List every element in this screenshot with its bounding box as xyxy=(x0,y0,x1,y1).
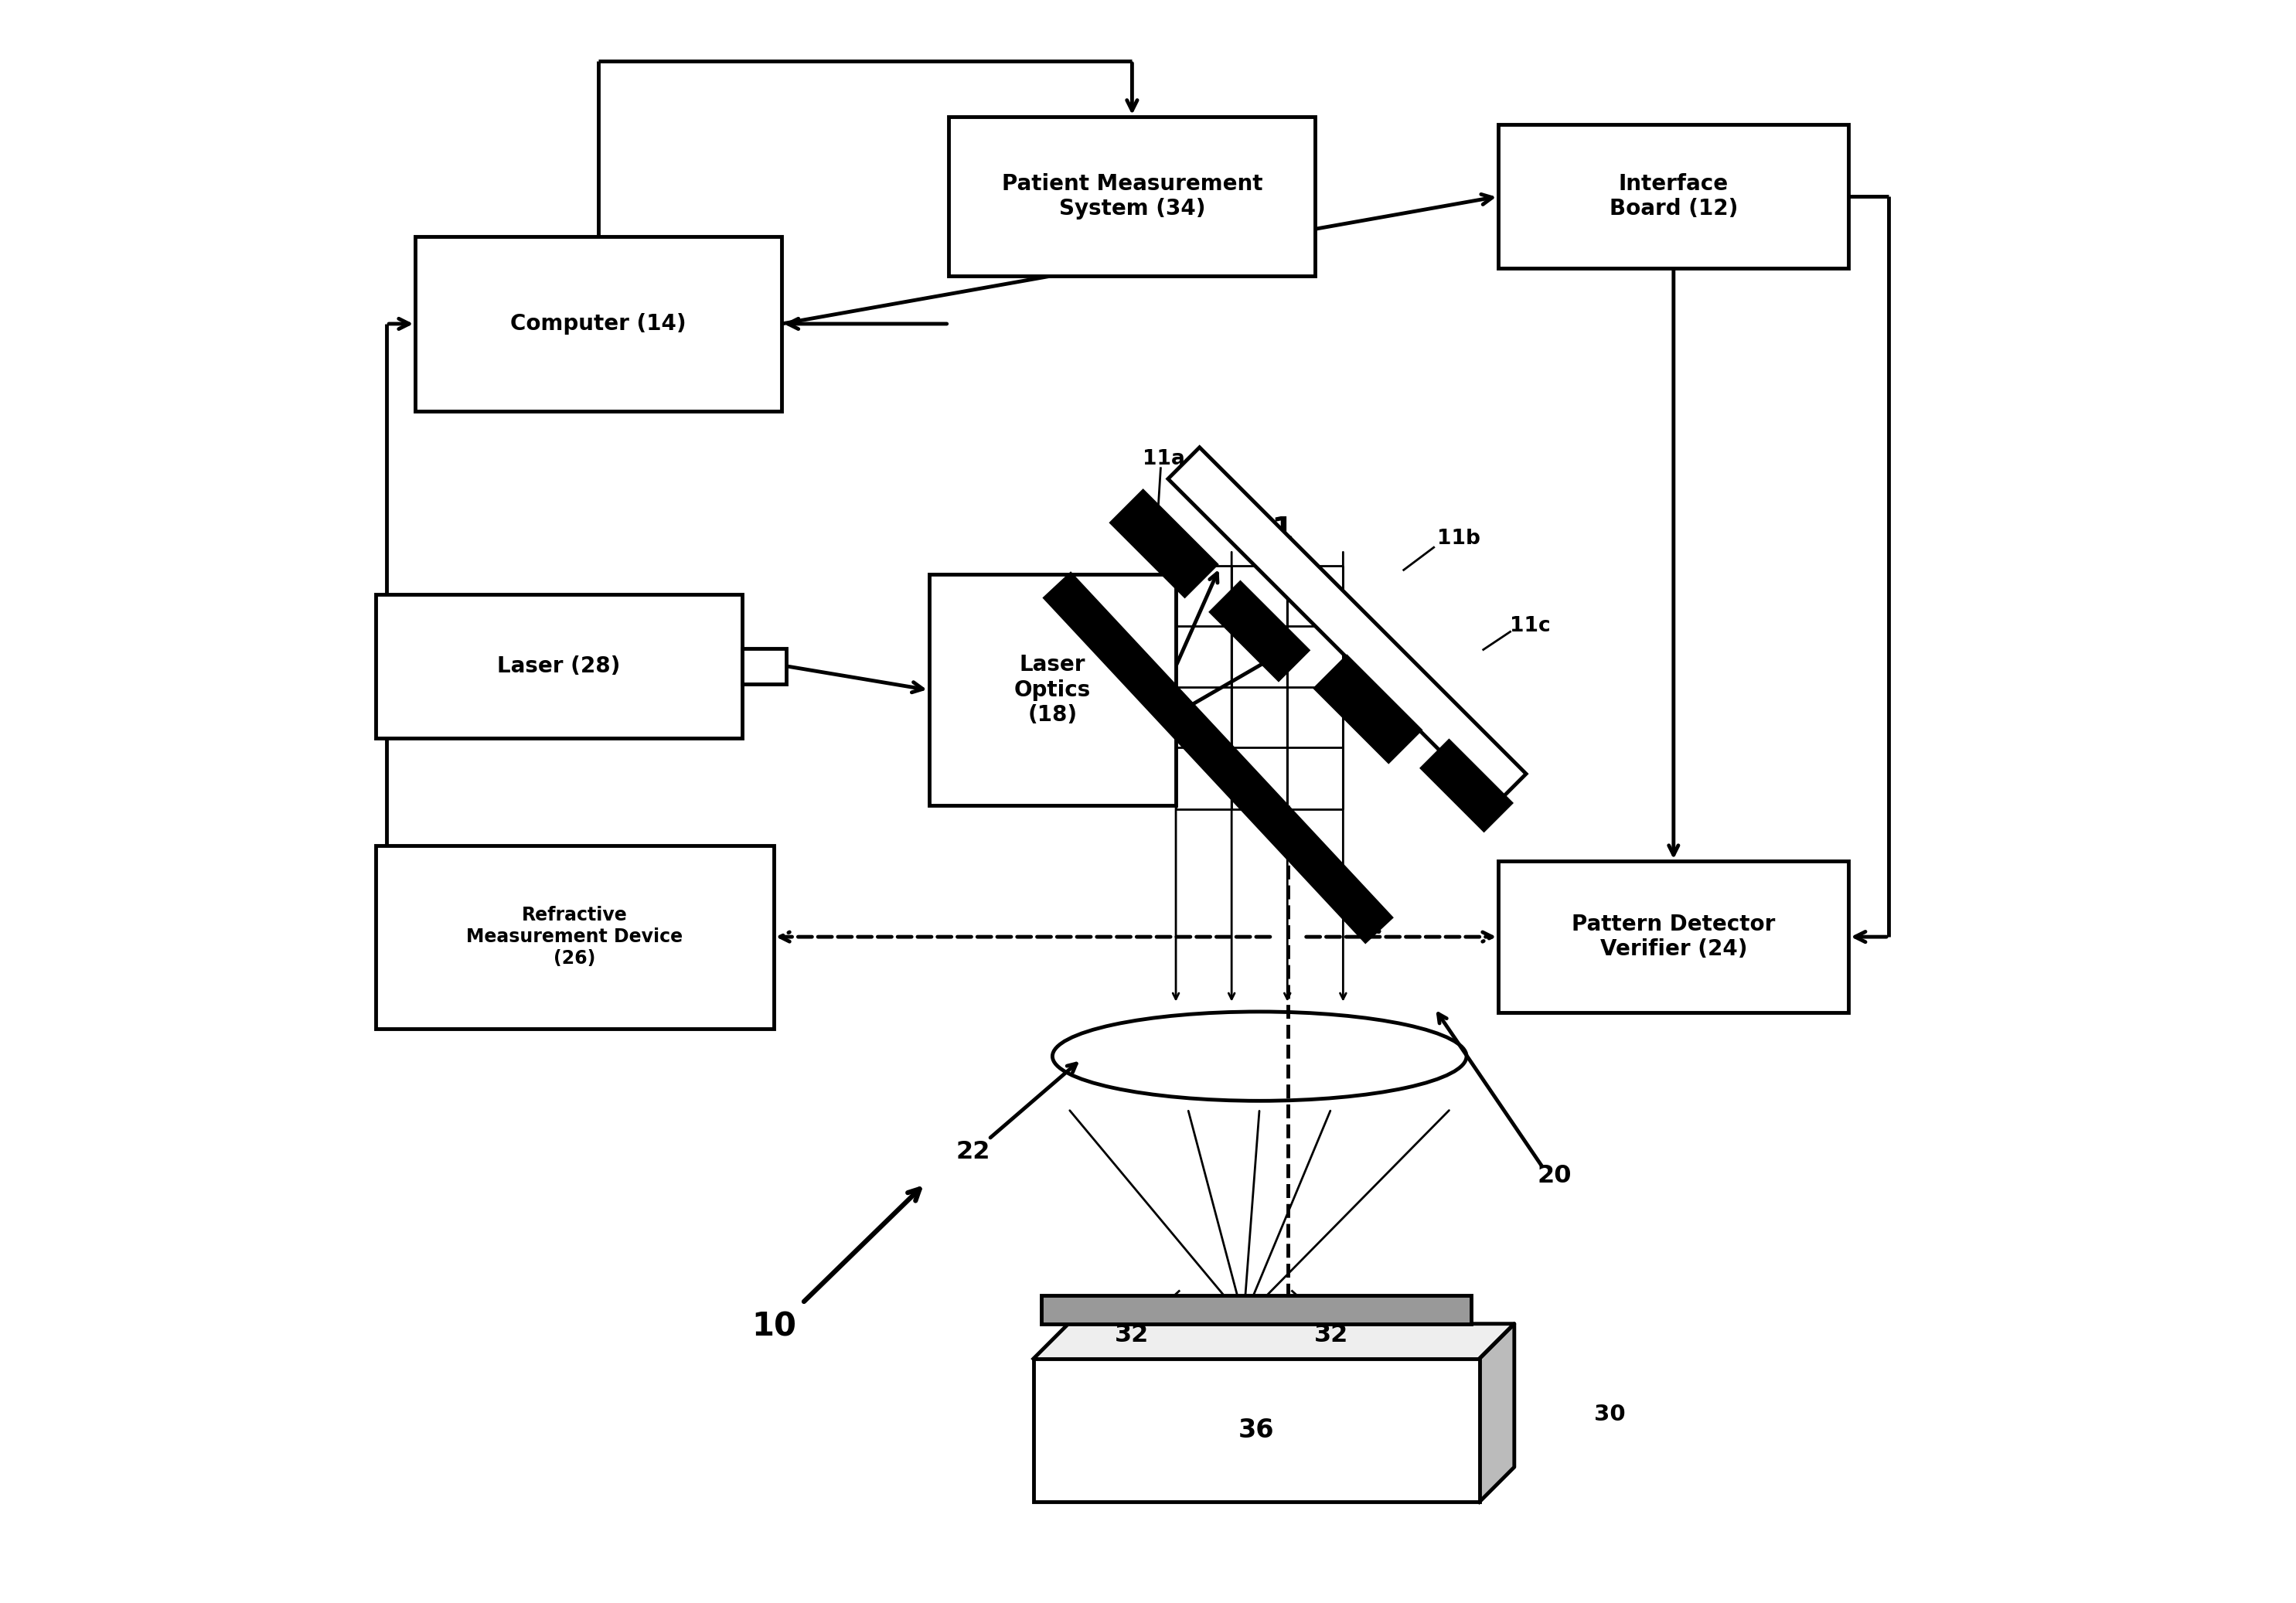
Text: 16: 16 xyxy=(957,242,987,263)
Bar xyxy=(1042,1295,1472,1324)
Text: Patient Measurement
System (34): Patient Measurement System (34) xyxy=(1001,173,1263,220)
Text: Pattern Detector
Verifier (24): Pattern Detector Verifier (24) xyxy=(1573,914,1775,960)
Text: Laser (28): Laser (28) xyxy=(498,656,620,676)
Text: Refractive
Measurement Device
(26): Refractive Measurement Device (26) xyxy=(466,906,682,968)
Bar xyxy=(742,649,788,683)
Text: 11a: 11a xyxy=(1143,449,1185,470)
Bar xyxy=(416,236,781,412)
Bar xyxy=(1169,447,1527,805)
Bar xyxy=(948,117,1316,276)
Bar xyxy=(1499,861,1848,1013)
Text: Computer (14): Computer (14) xyxy=(510,313,687,335)
Text: 11: 11 xyxy=(1249,515,1295,547)
Text: 11c: 11c xyxy=(1511,616,1550,636)
Bar xyxy=(930,574,1176,805)
Bar xyxy=(1499,125,1848,268)
Bar xyxy=(1033,1359,1479,1502)
Bar xyxy=(1316,657,1421,761)
Text: 10: 10 xyxy=(751,1311,797,1343)
Bar xyxy=(1045,574,1391,941)
Text: 32: 32 xyxy=(1116,1322,1150,1347)
Bar xyxy=(1111,491,1217,596)
Text: 30: 30 xyxy=(1593,1404,1626,1425)
Text: 36: 36 xyxy=(1238,1417,1274,1443)
Text: Interface
Board (12): Interface Board (12) xyxy=(1609,173,1738,220)
Text: 20: 20 xyxy=(1536,1164,1570,1188)
Text: 32: 32 xyxy=(1313,1322,1348,1347)
Bar xyxy=(377,595,742,737)
Bar xyxy=(377,845,774,1029)
Bar xyxy=(1421,741,1511,830)
Polygon shape xyxy=(1479,1324,1515,1502)
Text: 11b: 11b xyxy=(1437,529,1481,548)
Polygon shape xyxy=(1033,1324,1515,1359)
Bar xyxy=(1210,583,1309,680)
Text: 22: 22 xyxy=(955,1140,990,1164)
Text: Laser
Optics
(18): Laser Optics (18) xyxy=(1015,654,1091,726)
